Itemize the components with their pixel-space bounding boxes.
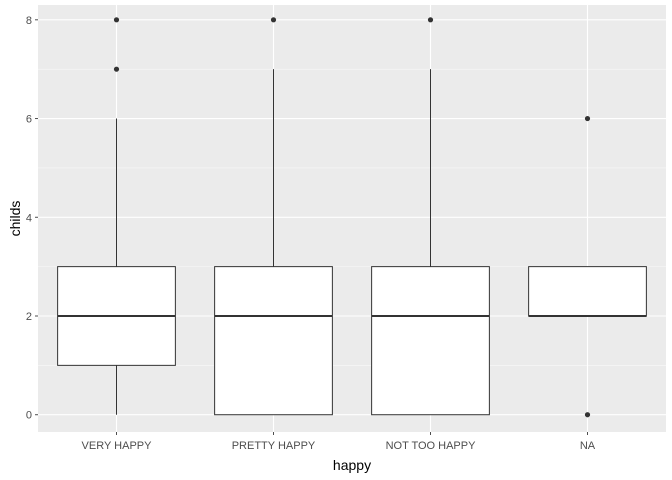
box (214, 266, 333, 416)
boxes (57, 17, 647, 418)
x-axis-title: happy (333, 457, 371, 473)
outlier-point (270, 17, 277, 23)
outlier-point (427, 17, 434, 23)
y-tick-label: 6 (26, 114, 32, 126)
y-axis-ticks: 0 2 4 6 8 (26, 15, 38, 422)
y-tick-label: 4 (26, 212, 32, 224)
y-tick-label: 8 (26, 15, 32, 27)
outlier-point (584, 115, 591, 122)
box-group (214, 17, 333, 416)
box-group (528, 115, 647, 418)
x-tick-label: PRETTY HAPPY (232, 440, 316, 452)
box (528, 266, 647, 317)
outlier-point (584, 412, 591, 418)
outlier-point (113, 66, 120, 72)
box-group (371, 17, 490, 416)
y-tick-label: 0 (26, 410, 32, 422)
x-axis-ticks: VERY HAPPY PRETTY HAPPY NOT TOO HAPPY NA (82, 432, 596, 452)
x-tick-label: VERY HAPPY (82, 440, 153, 452)
x-tick-label: NOT TOO HAPPY (386, 440, 477, 452)
y-axis-title: childs (7, 201, 23, 237)
outlier-point (113, 17, 120, 23)
box (371, 266, 490, 416)
y-tick-label: 2 (26, 311, 32, 323)
x-tick-label: NA (580, 440, 596, 452)
box-group (57, 17, 176, 415)
